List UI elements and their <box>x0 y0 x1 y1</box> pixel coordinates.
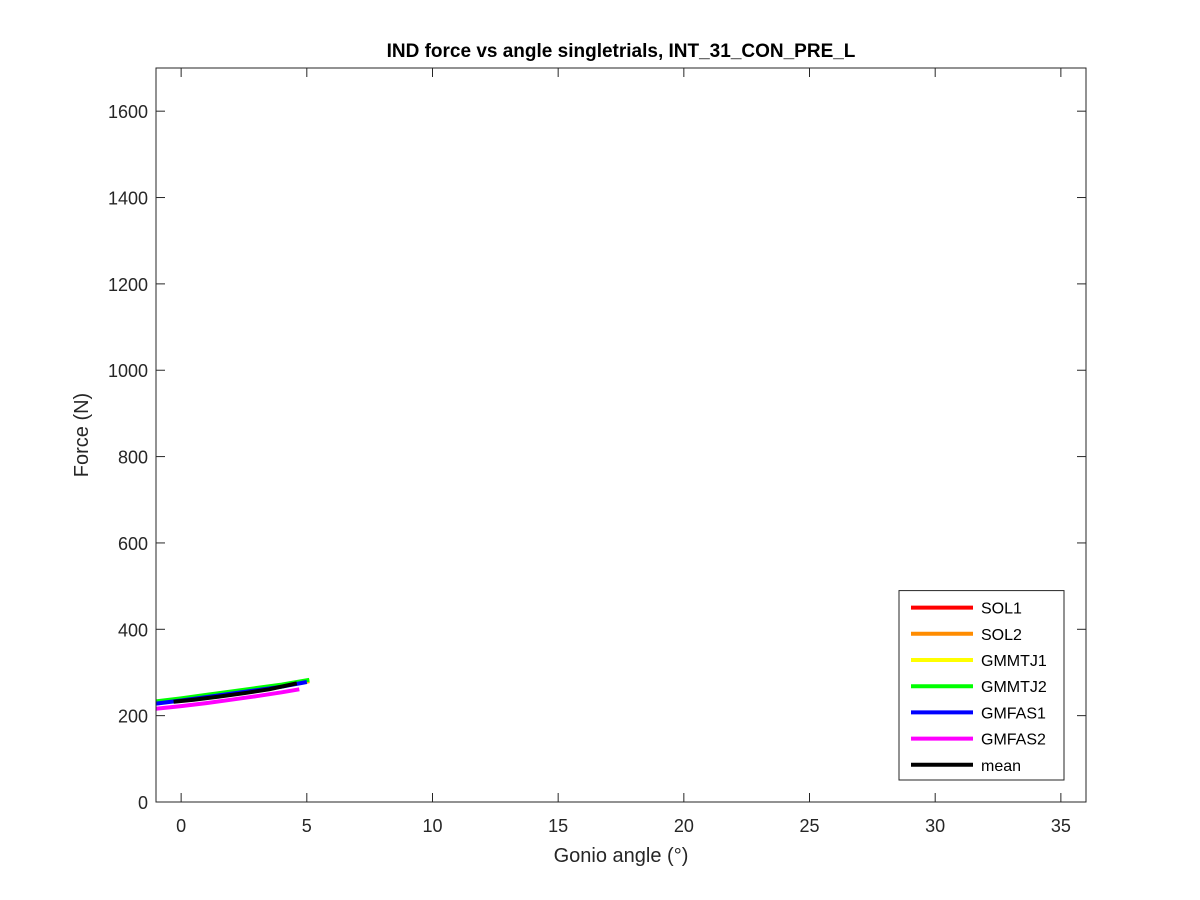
legend-label-sol1: SOL1 <box>981 601 1022 618</box>
axes-box <box>155 67 1087 803</box>
y-tick-label: 1200 <box>108 275 148 295</box>
x-axis-label: Gonio angle (°) <box>554 845 689 867</box>
x-tick-label: 25 <box>799 816 819 836</box>
x-tick-label: 30 <box>925 816 945 836</box>
y-tick-label: 1600 <box>108 102 148 122</box>
axes-layer <box>155 67 1087 803</box>
legend-label-mean: mean <box>981 758 1021 775</box>
x-tick-label: 5 <box>302 816 312 836</box>
legend: SOL1 SOL2 GMMTJ1 GMMTJ2 GMFAS1 GMFAS2 mean <box>898 590 1065 781</box>
y-tick-label: 800 <box>118 448 148 468</box>
x-tick-label: 15 <box>548 816 568 836</box>
series-line-mean <box>173 681 298 704</box>
series-layer <box>155 677 310 711</box>
x-tick-label: 35 <box>1051 816 1071 836</box>
y-tick-label: 600 <box>118 534 148 554</box>
legend-label-gmmtj2: GMMTJ2 <box>981 679 1047 696</box>
y-tick-label: 0 <box>138 793 148 813</box>
y-tick-label: 1000 <box>108 361 148 381</box>
legend-label-sol2: SOL2 <box>981 627 1022 644</box>
y-tick-label: 200 <box>118 707 148 727</box>
ticks-layer: 0 5 10 15 20 25 30 35 0 200 400 600 800 1000 1200 1400 1… <box>108 68 1086 836</box>
chart-title: IND force vs angle singletrials, INT_31_… <box>387 41 856 62</box>
x-tick-label: 10 <box>422 816 442 836</box>
x-tick-label: 20 <box>674 816 694 836</box>
series-line-gmfas2 <box>155 687 300 711</box>
legend-label-gmmtj1: GMMTJ1 <box>981 653 1047 670</box>
y-tick-label: 400 <box>118 620 148 640</box>
legend-label-gmfas1: GMFAS1 <box>981 705 1046 722</box>
legend-label-gmfas2: GMFAS2 <box>981 732 1046 749</box>
x-tick-label: 0 <box>176 816 186 836</box>
y-tick-label: 1400 <box>108 189 148 209</box>
y-axis-label: Force (N) <box>71 393 93 477</box>
